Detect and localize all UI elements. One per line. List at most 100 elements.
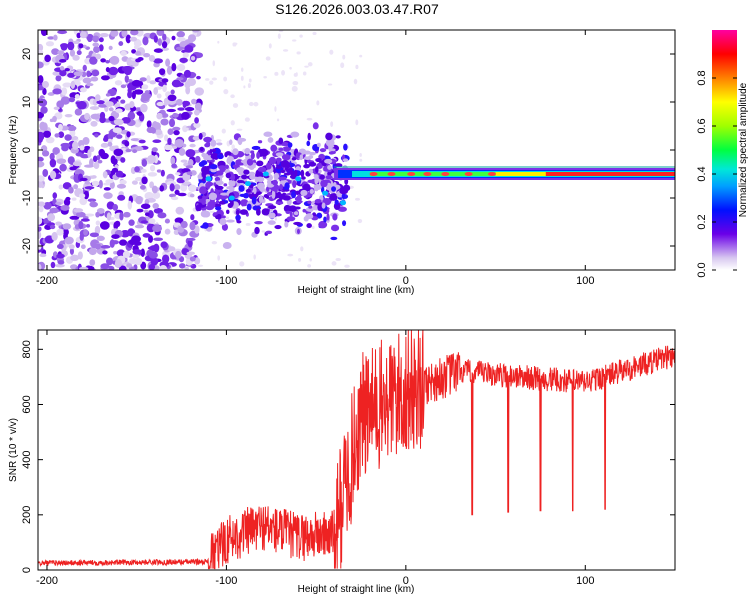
spectrogram-noise-blob	[76, 50, 82, 56]
spectrogram-noise-blob	[53, 34, 58, 41]
colorbar-tick-label: 0.8	[696, 70, 708, 85]
spectrogram-noise-blob	[49, 207, 59, 214]
spectrogram-scatter-blob	[216, 142, 223, 146]
spectrogram-scatter-blob	[210, 152, 219, 160]
spectrogram-scatter-blob	[285, 210, 291, 214]
spectrogram-noise-blob	[38, 201, 46, 207]
spectrogram-noise-blob	[61, 144, 69, 152]
spectrogram-scatter-blob	[226, 209, 230, 215]
spectrogram-scatter-blob	[278, 176, 287, 181]
spectrogram-speckle	[357, 218, 363, 224]
spectrogram-speckle	[291, 85, 298, 92]
spectrogram-scatter-blob	[324, 158, 333, 164]
spectrogram-noise-blob	[121, 30, 128, 38]
spectrogram-noise-blob	[113, 251, 118, 255]
spectrogram-noise-blob	[108, 66, 119, 76]
spectrogram-noise-blob	[64, 236, 74, 245]
spectrogram-scatter-blob	[291, 156, 297, 161]
spectrogram-noise-blob	[152, 191, 161, 200]
spectrogram-noise-blob	[132, 249, 143, 255]
spectrogram-noise-blob	[83, 190, 90, 200]
spectrogram-speckle	[292, 39, 297, 42]
spectrogram-scatter-blob	[243, 192, 249, 199]
spectrogram-scatter-blob	[214, 206, 222, 211]
spectrogram-scatter-blob	[278, 147, 284, 151]
spectrogram-noise-blob	[73, 30, 78, 35]
spectrogram-noise-blob	[67, 156, 75, 165]
spectrogram-noise-blob	[170, 89, 175, 95]
spectrogram-noise-blob	[103, 137, 109, 142]
spectrogram-scatter-blob	[240, 199, 245, 207]
spectrogram-speckle	[359, 158, 363, 162]
spectrogram-scatter-blob	[201, 152, 206, 158]
spectrogram-noise-blob	[80, 218, 90, 222]
spectrogram-scatter-blob	[211, 148, 216, 153]
spectrogram-noise-blob	[70, 254, 80, 262]
spectrogram-scatter-blob	[249, 174, 256, 180]
spectrogram-speckle	[212, 60, 216, 67]
spectrogram-scatter-blob	[309, 188, 314, 195]
spectrogram-speckle	[359, 54, 363, 58]
spectrogram-noise-blob	[189, 143, 196, 148]
spectrogram-speckle	[268, 43, 272, 49]
spectrogram-speckle	[209, 80, 214, 85]
spectrogram-noise-blob	[167, 128, 174, 136]
spectrogram-noise-blob	[184, 44, 194, 53]
spectrogram-noise-blob	[130, 30, 139, 36]
spectrogram-noise-blob	[118, 41, 124, 47]
spectrogram-noise-blob	[184, 81, 191, 89]
spectrogram-scatter-blob	[314, 198, 322, 204]
spectrogram-speckle	[211, 241, 218, 245]
spectrogram-noise-blob	[64, 68, 70, 72]
spectrogram-noise-blob	[38, 134, 43, 143]
spectrogram-scatter-blob	[217, 171, 224, 176]
spectrogram-noise-blob	[162, 84, 167, 93]
spectrogram-noise-blob	[186, 237, 196, 241]
spectrogram-noise-blob	[194, 225, 200, 234]
spectrogram-scatter-blob	[198, 195, 203, 199]
spectrogram-scatter-blob	[280, 169, 286, 174]
spectrogram-scatter-blob	[267, 220, 276, 225]
spectrogram-noise-blob	[57, 50, 65, 56]
snr-panel: -200 -100 0 100 0 200 400 600 800 Height of stra…	[8, 329, 676, 595]
spectrogram-scatter-blob	[332, 213, 338, 221]
spectrogram-scatter-blob	[329, 192, 338, 201]
spectrogram-scatter-blob	[284, 221, 289, 228]
colorbar-tick-label: 0.0	[696, 262, 708, 277]
spectrogram-noise-blob	[99, 111, 106, 120]
spectrogram-signal-knot	[423, 172, 432, 176]
spectrogram-scatter-blob	[279, 194, 284, 201]
spectrogram-speckle	[217, 255, 221, 261]
spectrogram-noise-blob	[180, 159, 188, 163]
spectrogram-scatter-blob	[202, 222, 209, 229]
spectrogram-scatter-blob	[227, 156, 234, 162]
spectrogram-noise-blob	[70, 80, 76, 89]
spectrogram-noise-blob	[136, 208, 144, 213]
spectrogram-signal-knot	[441, 172, 450, 176]
spectrogram-scatter-blob	[272, 179, 278, 186]
spectrogram-noise-blob	[99, 33, 109, 38]
spectrogram-speckle	[340, 62, 345, 69]
spectrogram-noise-blob	[38, 243, 42, 250]
spectrogram-scatter-blob	[232, 164, 239, 169]
spectrogram-speckle	[240, 75, 244, 81]
spectrogram-noise-blob	[147, 246, 153, 250]
spectrogram-scatter-blob	[306, 223, 312, 229]
spectrogram-noise-blob	[83, 229, 89, 236]
spectrogram-noise-blob	[147, 172, 158, 177]
spectrogram-scatter-blob	[303, 163, 310, 169]
spectrogram-noise-blob	[55, 221, 62, 226]
spectrogram-scatter-blob	[259, 148, 269, 157]
spectrogram-noise-blob	[65, 196, 71, 201]
spectrogram-noise-blob	[153, 243, 160, 253]
spectrogram-scatter-blob	[257, 184, 262, 190]
spectrogram-noise-blob	[136, 111, 143, 116]
spectrogram-noise-blob	[121, 116, 131, 124]
spectrogram-noise-blob	[124, 140, 130, 147]
spectrogram-scatter-blob	[290, 131, 300, 138]
spectrogram-noise-blob	[99, 221, 110, 230]
spectrogram-noise-blob	[191, 98, 197, 105]
spectrogram-scatter-blob	[229, 139, 233, 145]
spectrogram-scatter-blob	[239, 209, 249, 215]
spectrogram-speckle	[355, 64, 359, 70]
